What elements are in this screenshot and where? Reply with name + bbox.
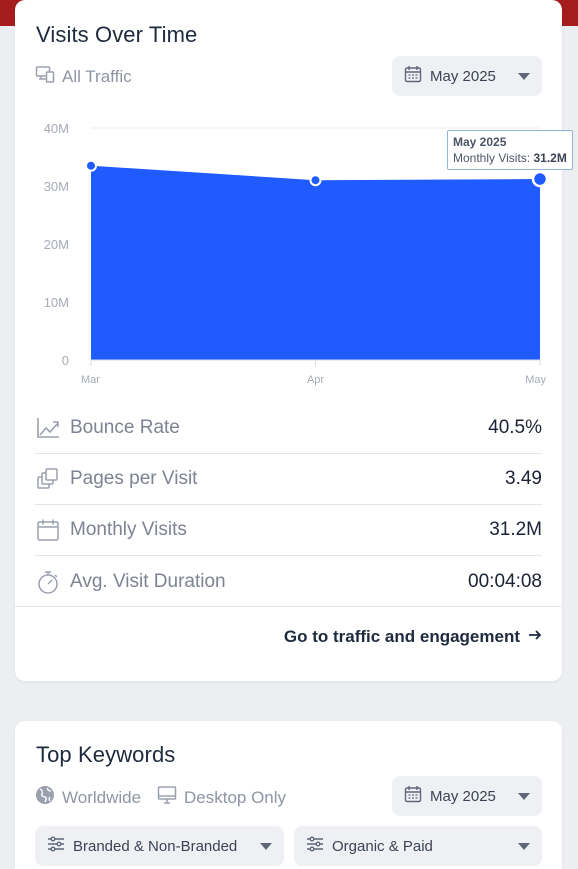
traffic-type-select[interactable]: Organic & Paid bbox=[294, 826, 542, 866]
metric-value: 00:04:08 bbox=[468, 570, 542, 592]
card-divider bbox=[15, 606, 562, 607]
stopwatch-icon bbox=[35, 569, 61, 595]
date-select-value: May 2025 bbox=[430, 67, 496, 85]
y-tick-label: 40M bbox=[44, 121, 69, 136]
brand-filter-value: Branded & Non-Branded bbox=[73, 837, 238, 855]
tooltip-date: May 2025 bbox=[453, 135, 507, 149]
data-point bbox=[309, 174, 322, 187]
data-point-active bbox=[531, 170, 549, 188]
sliders-icon bbox=[47, 836, 65, 856]
date-select[interactable]: May 2025 bbox=[392, 56, 542, 96]
data-point bbox=[85, 159, 97, 172]
calendar-icon bbox=[404, 65, 422, 87]
trend-icon bbox=[35, 415, 61, 441]
metric-value: 40.5% bbox=[488, 417, 542, 438]
calendar-icon bbox=[404, 785, 422, 807]
metric-row-avg-visit-duration: Avg. Visit Duration 00:04:08 bbox=[35, 556, 542, 607]
x-tick-label: Mar bbox=[81, 374, 100, 386]
keywords-card-title: Top Keywords bbox=[36, 742, 176, 767]
pages-icon bbox=[35, 466, 61, 492]
visits-chart-svg: 0 10M 20M 30M 40M Mar Apr May bbox=[44, 121, 549, 386]
y-tick-label: 30M bbox=[44, 179, 69, 194]
keywords-date-select[interactable]: May 2025 bbox=[392, 776, 542, 816]
visits-card-title: Visits Over Time bbox=[36, 22, 198, 47]
desktop-icon bbox=[157, 785, 177, 810]
visits-chart: 0 10M 20M 30M 40M Mar Apr May May 2025 Monthly … bbox=[35, 115, 573, 395]
metric-value: 31.2M bbox=[489, 519, 542, 540]
chevron-down-icon bbox=[260, 838, 272, 855]
chevron-down-icon bbox=[518, 838, 530, 855]
tooltip-label: Monthly Visits: bbox=[453, 151, 534, 165]
globe-icon bbox=[35, 785, 55, 810]
traffic-filter-label: All Traffic bbox=[62, 66, 132, 86]
metric-label: Monthly Visits bbox=[70, 519, 187, 540]
metric-label: Avg. Visit Duration bbox=[70, 570, 226, 592]
metric-label: Pages per Visit bbox=[70, 468, 198, 489]
traffic-engagement-link[interactable]: Go to traffic and engagement bbox=[284, 627, 542, 647]
metric-row-monthly-visits: Monthly Visits 31.2M bbox=[35, 505, 542, 556]
region-filter-label: Worldwide bbox=[62, 787, 142, 807]
device-filter-label: Desktop Only bbox=[184, 787, 287, 807]
chart-tooltip: May 2025 Monthly Visits: 31.2M bbox=[447, 130, 573, 170]
device-filter: Desktop Only bbox=[157, 785, 286, 810]
keywords-date-select-value: May 2025 bbox=[430, 787, 496, 805]
metric-row-pages-per-visit: Pages per Visit 3.49 bbox=[35, 454, 542, 505]
metric-value: 3.49 bbox=[505, 468, 542, 489]
chevron-down-icon bbox=[518, 68, 530, 85]
arrow-right-icon bbox=[528, 627, 542, 647]
y-tick-label: 10M bbox=[44, 295, 69, 310]
visits-over-time-card: Visits Over Time All Traffic May 2025 0 1… bbox=[15, 0, 573, 681]
tooltip-line: Monthly Visits: 31.2M bbox=[453, 150, 567, 166]
tooltip-value: 31.2M bbox=[533, 151, 567, 165]
metric-row-bounce-rate: Bounce Rate 40.5% bbox=[35, 403, 542, 454]
x-tick-label: Apr bbox=[307, 374, 324, 386]
calendar-icon bbox=[35, 517, 61, 543]
top-keywords-card: Top Keywords Worldwide Desktop Only bbox=[15, 721, 562, 869]
y-tick-label: 20M bbox=[44, 237, 69, 252]
area-series bbox=[91, 165, 540, 360]
y-tick-label: 0 bbox=[62, 353, 69, 368]
devices-icon bbox=[35, 64, 55, 89]
traffic-filter: All Traffic bbox=[35, 64, 132, 89]
region-filter: Worldwide bbox=[35, 785, 141, 810]
traffic-type-value: Organic & Paid bbox=[332, 837, 433, 855]
brand-filter-select[interactable]: Branded & Non-Branded bbox=[35, 826, 284, 866]
sliders-icon bbox=[306, 836, 324, 856]
metric-label: Bounce Rate bbox=[70, 417, 180, 438]
x-tick-label: May bbox=[525, 374, 546, 386]
chevron-down-icon bbox=[518, 788, 530, 805]
traffic-engagement-link-label: Go to traffic and engagement bbox=[283, 627, 520, 646]
